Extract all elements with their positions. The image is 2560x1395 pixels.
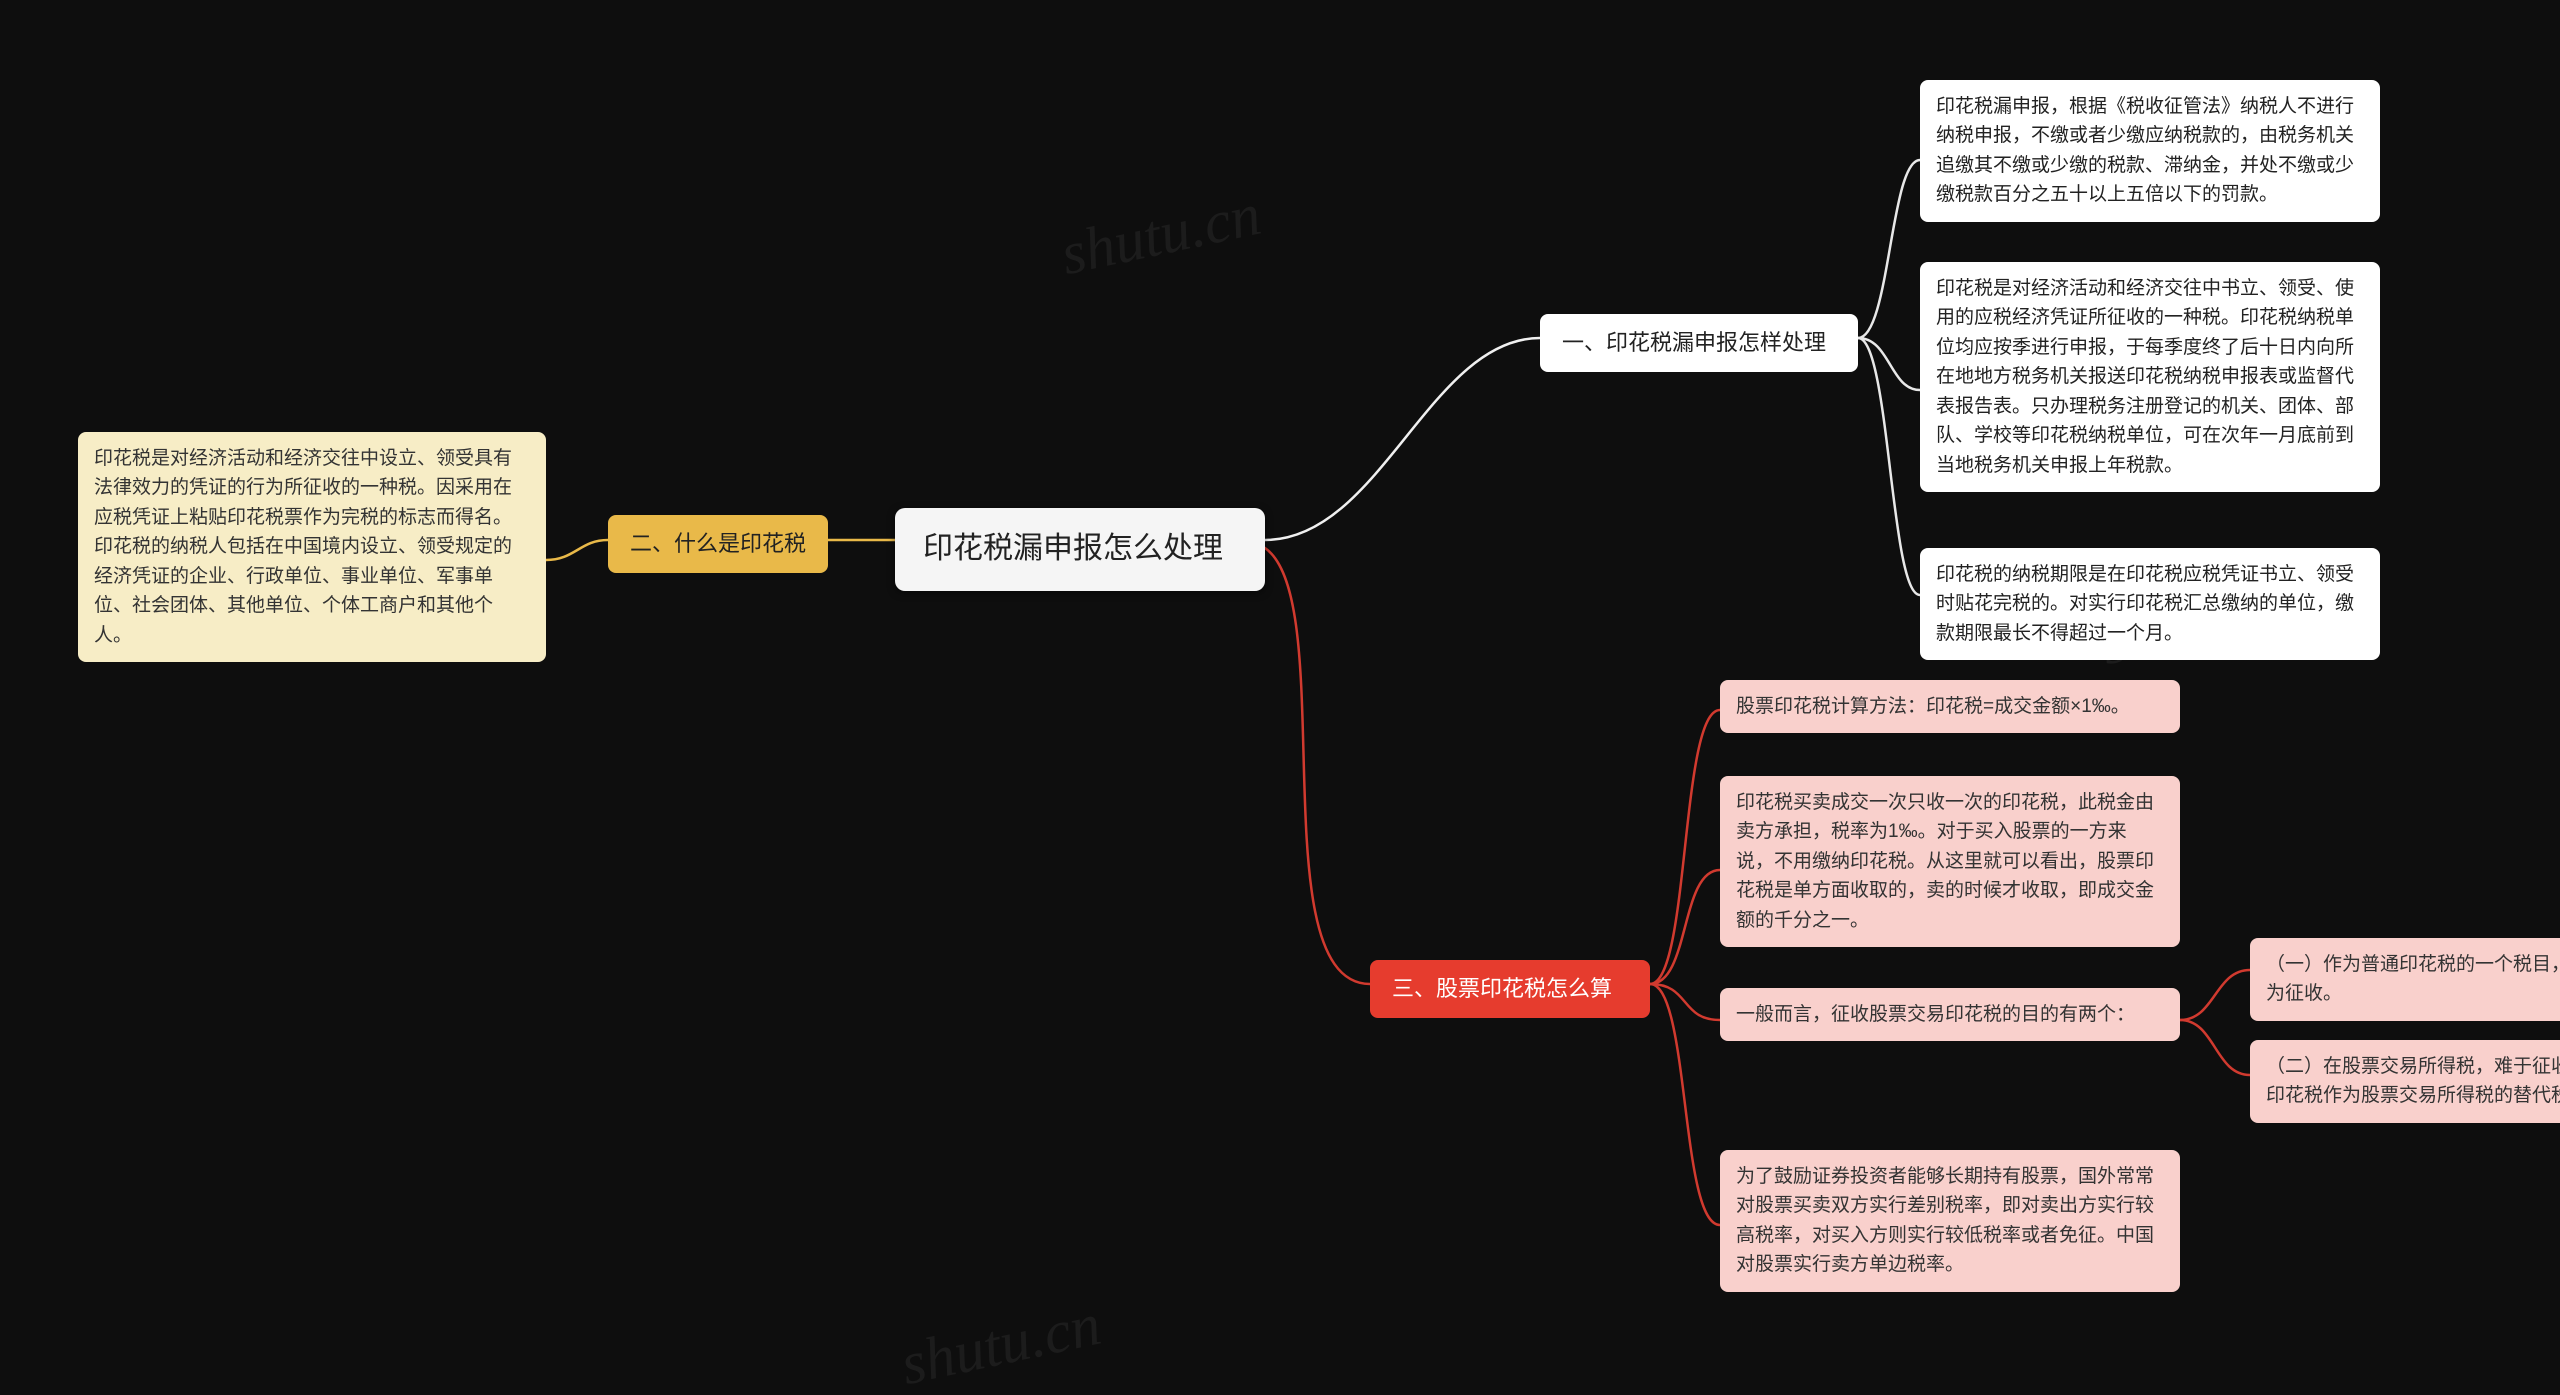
mindmap-canvas: shutu.cn shutu.cn shutu.cn shutu.cn 印花税漏… xyxy=(0,0,2560,1395)
leaf-b3-3-sub2[interactable]: （二）在股票交易所得税，难于征收的情况下，以印花税作为股票交易所得税的替代税种。 xyxy=(2250,1040,2560,1123)
watermark: shutu.cn xyxy=(1055,180,1267,289)
leaf-b3-3-sub1[interactable]: （一）作为普通印花税的一个税目，对股票交易行为征收。 xyxy=(2250,938,2560,1021)
leaf-b3-4[interactable]: 为了鼓励证券投资者能够长期持有股票，国外常常对股票买卖双方实行差别税率，即对卖出… xyxy=(1720,1150,2180,1292)
leaf-b3-3[interactable]: 一般而言，征收股票交易印花税的目的有两个： xyxy=(1720,988,2180,1041)
leaf-b1-2[interactable]: 印花税是对经济活动和经济交往中书立、领受、使用的应税经济凭证所征收的一种税。印花… xyxy=(1920,262,2380,492)
branch-1-node[interactable]: 一、印花税漏申报怎样处理 xyxy=(1540,314,1858,372)
branch-3-node[interactable]: 三、股票印花税怎么算 xyxy=(1370,960,1650,1018)
leaf-b1-1[interactable]: 印花税漏申报，根据《税收征管法》纳税人不进行纳税申报，不缴或者少缴应纳税款的，由… xyxy=(1920,80,2380,222)
root-node[interactable]: 印花税漏申报怎么处理 xyxy=(895,508,1265,591)
leaf-b2-1[interactable]: 印花税是对经济活动和经济交往中设立、领受具有法律效力的凭证的行为所征收的一种税。… xyxy=(78,432,546,662)
watermark: shutu.cn xyxy=(895,1290,1107,1395)
branch-2-node[interactable]: 二、什么是印花税 xyxy=(608,515,828,573)
leaf-b3-2[interactable]: 印花税买卖成交一次只收一次的印花税，此税金由卖方承担，税率为1‰。对于买入股票的… xyxy=(1720,776,2180,947)
leaf-b1-3[interactable]: 印花税的纳税期限是在印花税应税凭证书立、领受时贴花完税的。对实行印花税汇总缴纳的… xyxy=(1920,548,2380,660)
leaf-b3-1[interactable]: 股票印花税计算方法：印花税=成交金额×1‰。 xyxy=(1720,680,2180,733)
